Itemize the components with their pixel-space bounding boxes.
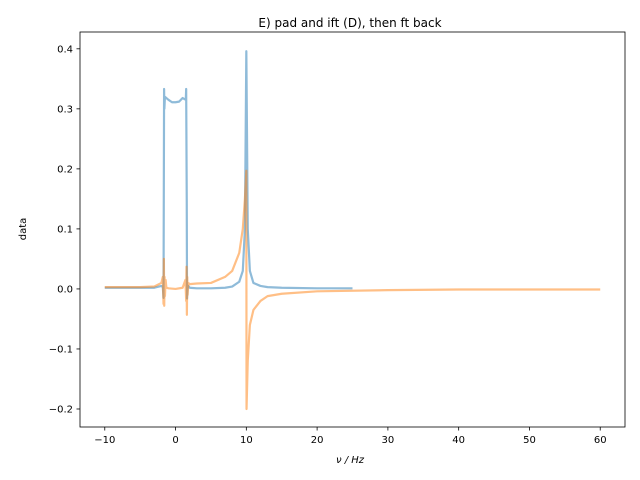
- y-tick-label: −0.2: [49, 404, 73, 415]
- y-tick-label: 0.1: [57, 224, 73, 235]
- x-tick-label: −10: [94, 435, 115, 446]
- series-layer: [104, 50, 601, 411]
- x-tick-label: 10: [240, 435, 253, 446]
- x-tick-label: 20: [311, 435, 324, 446]
- plot-frame: [79, 31, 626, 428]
- series-2-line: [104, 169, 601, 411]
- x-tick-label: 0: [172, 435, 178, 446]
- x-tick-label: 50: [523, 435, 536, 446]
- x-axis-label: ν / Hz: [336, 455, 365, 466]
- chart-title: E) pad and ift (D), then ft back: [258, 16, 441, 30]
- axes-layer: −10 0 10 20 30 40 50 60 −0.2 −0.1 0.0 0.1 0.2 0.3 0.4: [49, 31, 626, 446]
- y-axis-label: data: [18, 218, 29, 241]
- y-tick-label: 0.2: [57, 164, 73, 175]
- x-tick-label: 30: [382, 435, 395, 446]
- y-tick-label: 0.0: [57, 284, 73, 295]
- x-tick-label: 40: [452, 435, 465, 446]
- y-tick-label: 0.4: [57, 44, 73, 55]
- x-tick-label: 60: [594, 435, 607, 446]
- y-tick-label: −0.1: [49, 344, 73, 355]
- y-tick-label: 0.3: [57, 104, 73, 115]
